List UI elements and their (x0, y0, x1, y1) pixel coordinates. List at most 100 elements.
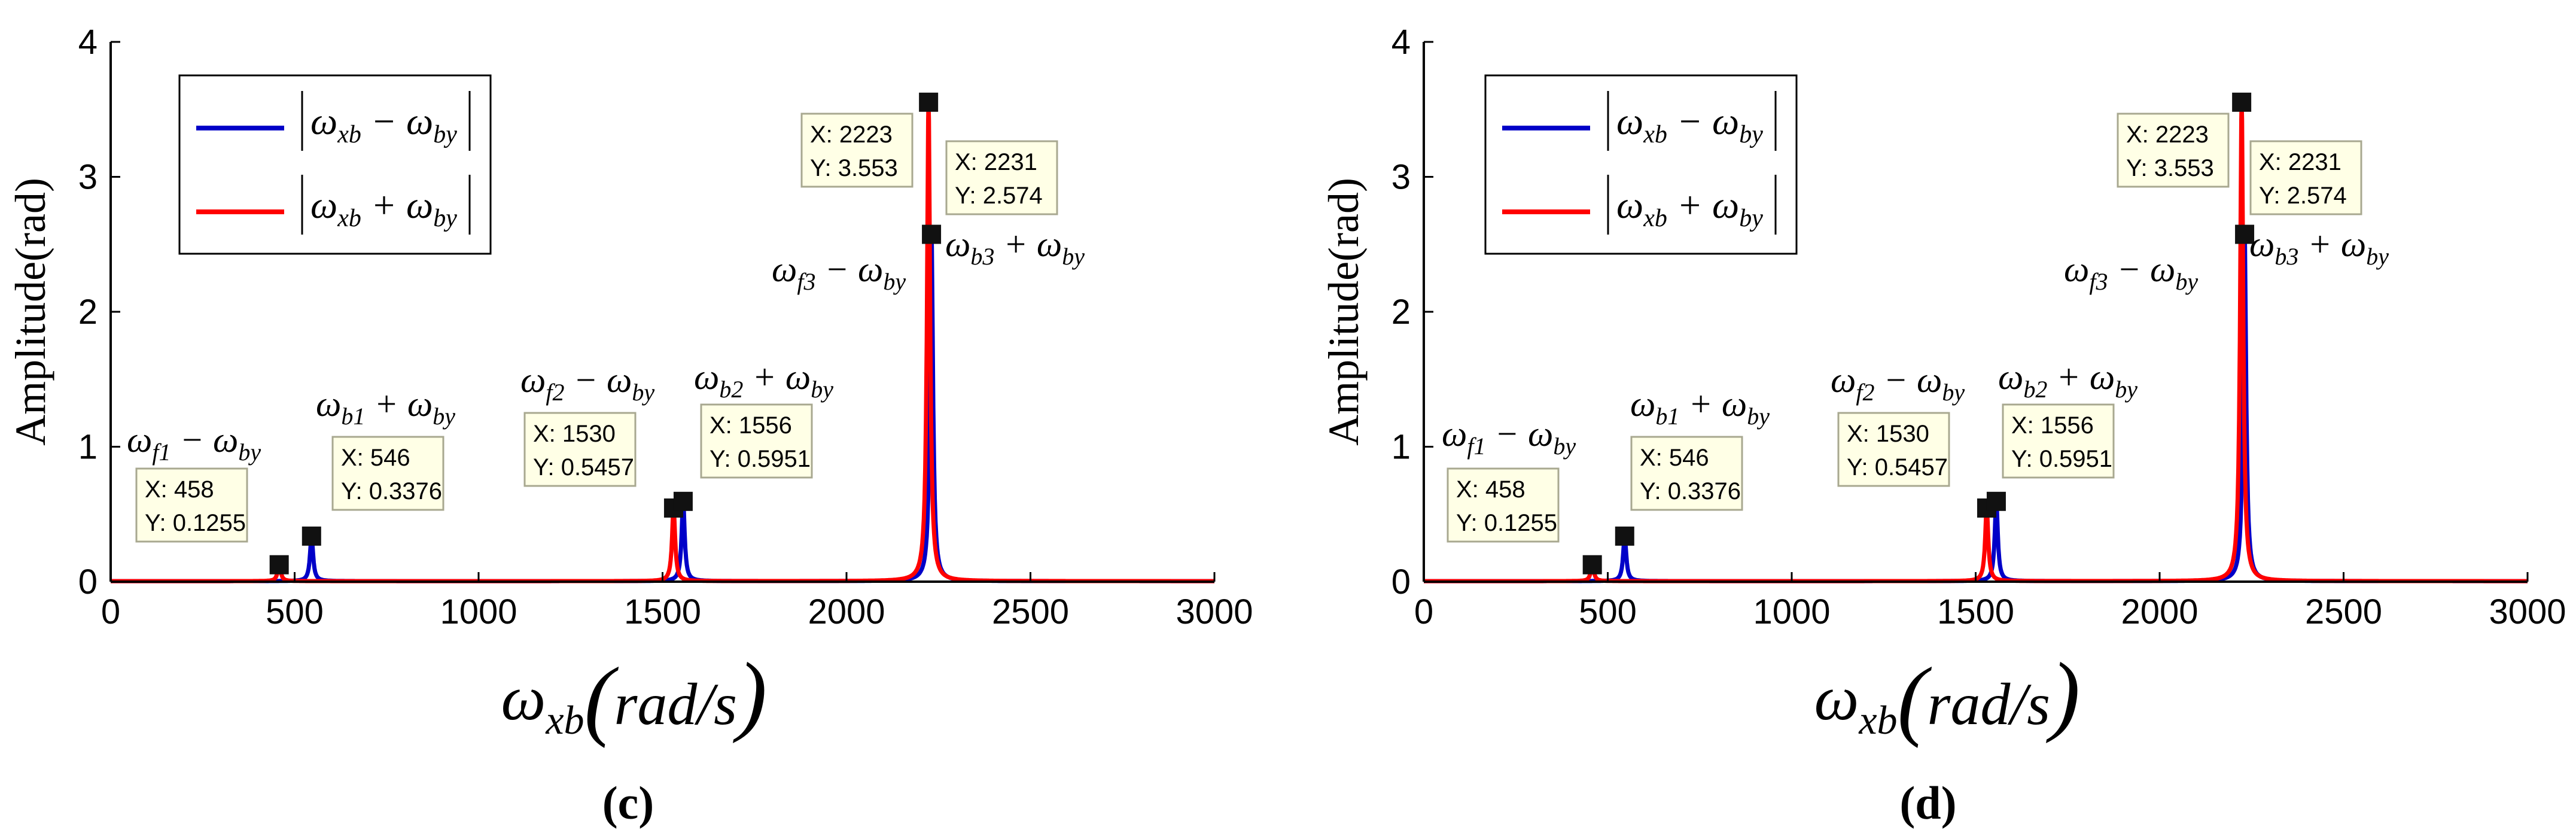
datatip-x-label: X: 1530 (533, 421, 616, 447)
x-tick-label: 2500 (2305, 592, 2382, 631)
annotation-sub: by (2115, 376, 2137, 403)
annotation-omega: ω (772, 250, 797, 289)
annotation-omega: ω (2150, 250, 2175, 289)
y-axis-label: Amplitude(rad) (1320, 178, 1368, 446)
x-tick-label: 2000 (808, 592, 885, 631)
annotation-label-5: ωb3 + ωby (2249, 224, 2389, 270)
datatip-y-label: Y: 3.553 (810, 155, 898, 181)
x-tick-label: 2500 (992, 592, 1069, 631)
x-axis-label: ωxb(rad/s) (1814, 645, 2081, 749)
datatip-marker (2232, 92, 2252, 112)
y-tick-label: 3 (78, 158, 98, 197)
datatip-box (700, 403, 813, 479)
annotation-label-1: ωb1 + ωby (316, 384, 455, 430)
legend-sub: xb (337, 205, 361, 232)
x-axis-label: ωxb(rad/s) (501, 645, 768, 749)
datatip-box (945, 140, 1058, 215)
legend-label: ωxb + ωby (1616, 184, 1763, 232)
annotation-omega: ω (785, 357, 811, 397)
datatip: X: 2223 Y: 3.553 (800, 113, 914, 188)
annotation-label-3: ωb2 + ωby (694, 357, 833, 403)
annotation-sub-index: 2 (731, 376, 743, 403)
annotation-sub: by (883, 268, 906, 295)
annotation-sub-index: 3 (803, 268, 816, 295)
annotation-label-4: ωf3 − ωby (772, 250, 906, 295)
annotation-sub-index: 2 (2035, 376, 2047, 403)
annotation-sub: b (1655, 403, 1667, 430)
annotation-sub: b (2274, 243, 2286, 270)
x-axis-label-unit: rad/s (614, 671, 737, 737)
datatip-box (1837, 412, 1950, 487)
annotation-label-1: ωb1 + ωby (1630, 384, 1770, 430)
datatip-x-label: X: 1530 (1847, 421, 1929, 447)
annotation-omega: ω (520, 360, 546, 400)
annotation-omega: ω (2341, 224, 2366, 264)
x-axis-label-paren: ( (584, 649, 619, 749)
legend-sub: by (433, 205, 457, 232)
x-tick-label: 1000 (1753, 592, 1830, 631)
datatip: X: 1530 Y: 0.5457 (1837, 412, 1950, 487)
legend-label: ωxb − ωby (310, 100, 457, 148)
x-tick-label: 500 (1579, 592, 1637, 631)
datatip-marker (302, 526, 321, 546)
legend-box (178, 74, 492, 255)
annotation-omega: ω (1917, 360, 1942, 400)
x-axis-label-paren: ) (2045, 645, 2080, 744)
annotation-operator: − (565, 360, 607, 400)
annotation-sub-index: 3 (2096, 268, 2108, 295)
annotation-omega: ω (2249, 224, 2274, 264)
datatip-x-label: X: 1556 (710, 412, 792, 439)
x-tick-label: 1500 (624, 592, 701, 631)
datatip-y-label: Y: 0.3376 (341, 478, 442, 504)
datatip-y-label: Y: 0.5951 (710, 446, 811, 472)
datatip: X: 1556 Y: 0.5951 (700, 403, 813, 479)
annotation-operator: − (2108, 250, 2151, 289)
y-tick-label: 1 (78, 428, 98, 467)
datatip-marker (919, 92, 939, 112)
annotation-sub-index: 3 (2286, 243, 2298, 270)
datatip-box (331, 436, 444, 511)
legend-sub: by (433, 121, 457, 148)
annotation-omega: ω (945, 224, 970, 264)
annotation-omega: ω (694, 357, 719, 397)
annotation-label-0: ωf1 − ωby (127, 420, 261, 466)
x-tick-label: 500 (266, 592, 324, 631)
legend-omega: ω (1712, 184, 1739, 226)
datatip-y-label: Y: 0.5457 (1847, 454, 1948, 481)
legend-omega: ω (1712, 100, 1739, 142)
legend-operator: − (1667, 100, 1712, 142)
annotation-omega: ω (407, 384, 433, 424)
panel-caption: (c) (602, 777, 654, 829)
y-tick-label: 0 (1391, 563, 1411, 601)
x-axis-label-unit: rad/s (1927, 671, 2050, 737)
annotation-omega: ω (1037, 224, 1062, 264)
x-tick-label: 1500 (1937, 592, 2014, 631)
annotation-omega: ω (1722, 384, 1747, 424)
annotation-sub-index: 1 (1474, 433, 1486, 460)
annotation-sub: by (1942, 379, 1965, 406)
annotation-omega: ω (1630, 384, 1655, 424)
legend-operator: − (361, 100, 406, 142)
annotation-sub: by (238, 439, 261, 466)
annotation-omega: ω (316, 384, 341, 424)
legend-sub: by (1739, 121, 1763, 148)
datatip-y-label: Y: 2.574 (2259, 183, 2347, 209)
x-axis-label-omega: ω (1814, 663, 1859, 733)
annotation-omega: ω (1442, 414, 1467, 454)
datatip-box (2249, 140, 2362, 215)
datatip-y-label: Y: 2.574 (955, 183, 1043, 209)
series-line-difference (1422, 232, 2529, 583)
annotation-sub-index: 2 (553, 379, 565, 406)
legend-sub: xb (1643, 205, 1667, 232)
annotation-sub: by (433, 403, 455, 430)
annotation-label-4: ωf3 − ωby (2064, 250, 2198, 295)
annotation-omega: ω (858, 250, 883, 289)
datatip-x-label: X: 2231 (2259, 149, 2341, 175)
annotation-sub: by (1062, 243, 1085, 270)
legend-label: ωxb − ωby (1616, 100, 1763, 148)
legend-omega: ω (406, 100, 433, 142)
annotation-operator: + (994, 224, 1037, 264)
datatip: X: 546 Y: 0.3376 (331, 436, 444, 511)
